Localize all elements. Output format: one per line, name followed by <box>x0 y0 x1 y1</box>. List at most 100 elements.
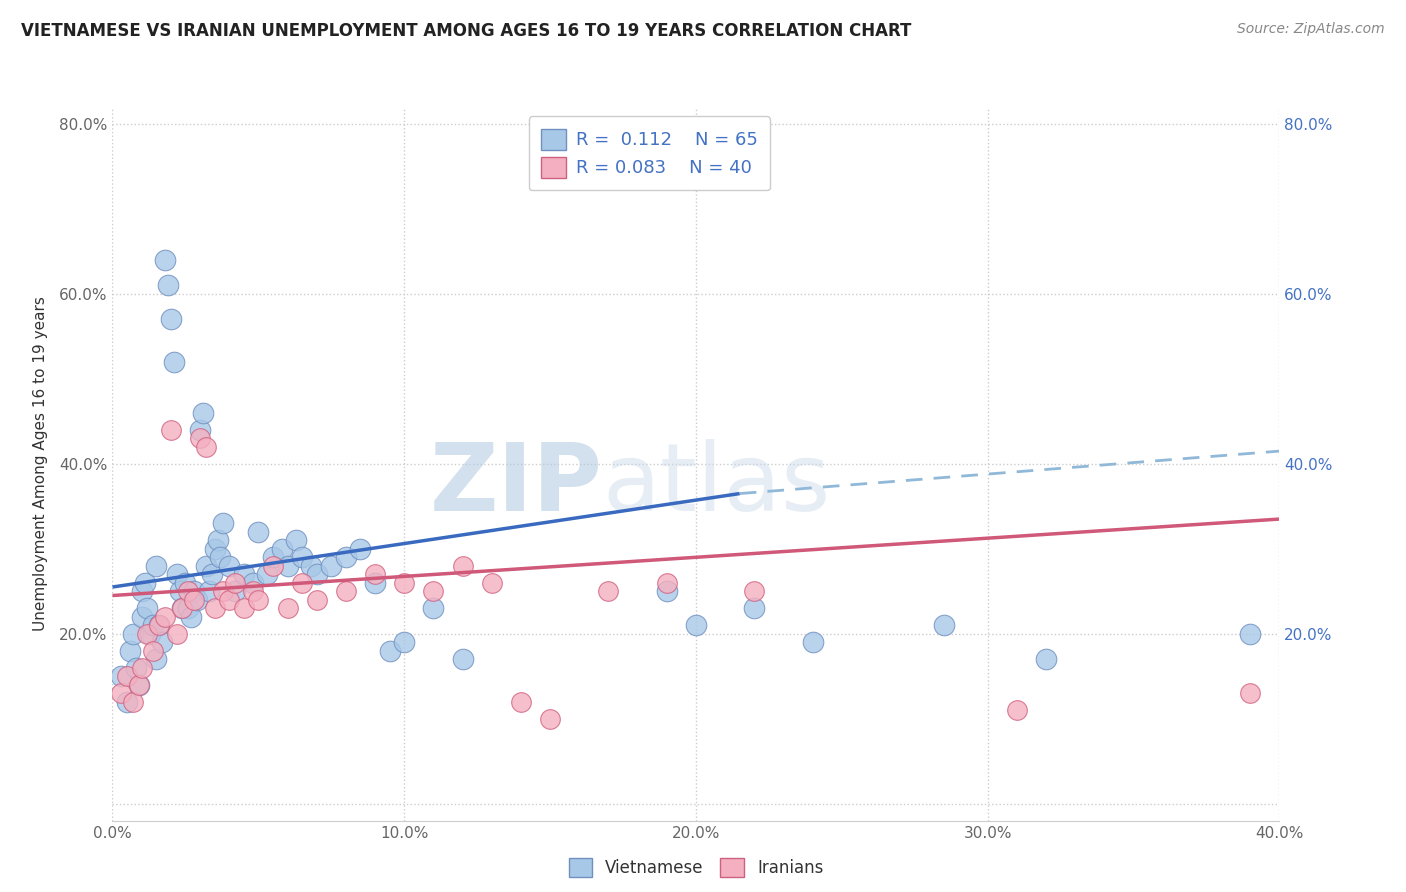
Point <box>118 644 141 658</box>
Point <box>392 575 416 590</box>
Point <box>218 558 240 573</box>
Point <box>801 635 824 649</box>
Point <box>122 695 145 709</box>
Point <box>1239 686 1261 700</box>
Point <box>136 601 159 615</box>
Point <box>134 575 156 590</box>
Point <box>160 312 183 326</box>
Point <box>191 406 214 420</box>
Point <box>204 601 226 615</box>
Point <box>142 644 165 658</box>
Point <box>392 635 416 649</box>
Point <box>183 592 205 607</box>
Point <box>247 524 270 539</box>
Point <box>451 652 474 666</box>
Point <box>207 533 229 548</box>
Point <box>742 584 765 599</box>
Point <box>142 618 165 632</box>
Point <box>131 584 153 599</box>
Point <box>194 558 217 573</box>
Point <box>481 575 503 590</box>
Point <box>291 550 314 565</box>
Point <box>148 618 170 632</box>
Point <box>183 584 205 599</box>
Point <box>291 575 314 590</box>
Point <box>285 533 308 548</box>
Point <box>115 669 138 683</box>
Point <box>655 575 678 590</box>
Point <box>299 558 322 573</box>
Point <box>270 541 292 556</box>
Point <box>145 652 167 666</box>
Point <box>212 516 235 531</box>
Point <box>174 575 197 590</box>
Text: atlas: atlas <box>603 439 831 532</box>
Text: VIETNAMESE VS IRANIAN UNEMPLOYMENT AMONG AGES 16 TO 19 YEARS CORRELATION CHART: VIETNAMESE VS IRANIAN UNEMPLOYMENT AMONG… <box>21 22 911 40</box>
Point <box>364 567 387 582</box>
Point <box>110 669 132 683</box>
Point <box>422 584 444 599</box>
Point <box>335 584 357 599</box>
Point <box>186 592 208 607</box>
Point <box>188 431 211 445</box>
Point <box>153 609 176 624</box>
Point <box>1035 652 1057 666</box>
Point <box>172 601 194 615</box>
Point <box>139 626 162 640</box>
Point <box>136 626 159 640</box>
Point <box>509 695 531 709</box>
Point <box>169 584 191 599</box>
Point <box>305 592 328 607</box>
Point <box>598 584 620 599</box>
Point <box>262 550 284 565</box>
Point <box>212 584 235 599</box>
Point <box>177 601 200 615</box>
Point <box>156 278 179 293</box>
Point <box>1005 703 1028 717</box>
Point <box>335 550 357 565</box>
Point <box>197 584 219 599</box>
Legend: Vietnamese, Iranians: Vietnamese, Iranians <box>562 851 830 884</box>
Point <box>232 601 254 615</box>
Point <box>180 609 202 624</box>
Point <box>247 592 270 607</box>
Point <box>201 567 224 582</box>
Point <box>218 592 240 607</box>
Point <box>242 584 264 599</box>
Point <box>131 661 153 675</box>
Point <box>349 541 371 556</box>
Point <box>242 575 264 590</box>
Y-axis label: Unemployment Among Ages 16 to 19 years: Unemployment Among Ages 16 to 19 years <box>32 296 48 632</box>
Point <box>145 558 167 573</box>
Point <box>1239 626 1261 640</box>
Point <box>224 575 246 590</box>
Text: ZIP: ZIP <box>430 439 603 532</box>
Point <box>378 644 401 658</box>
Point <box>224 584 246 599</box>
Text: Source: ZipAtlas.com: Source: ZipAtlas.com <box>1237 22 1385 37</box>
Point <box>128 678 150 692</box>
Point <box>131 609 153 624</box>
Point <box>232 567 254 582</box>
Point <box>160 423 183 437</box>
Point <box>538 712 561 726</box>
Point <box>194 440 217 454</box>
Point <box>262 558 284 573</box>
Point <box>122 626 145 640</box>
Point <box>172 601 194 615</box>
Point <box>209 550 232 565</box>
Point <box>148 618 170 632</box>
Point <box>305 567 328 582</box>
Point <box>166 567 188 582</box>
Point <box>204 541 226 556</box>
Point <box>364 575 387 590</box>
Point <box>276 558 298 573</box>
Point <box>451 558 474 573</box>
Point <box>321 558 343 573</box>
Point <box>256 567 278 582</box>
Point <box>932 618 955 632</box>
Point <box>115 695 138 709</box>
Point <box>153 252 176 267</box>
Point <box>166 626 188 640</box>
Point <box>125 661 148 675</box>
